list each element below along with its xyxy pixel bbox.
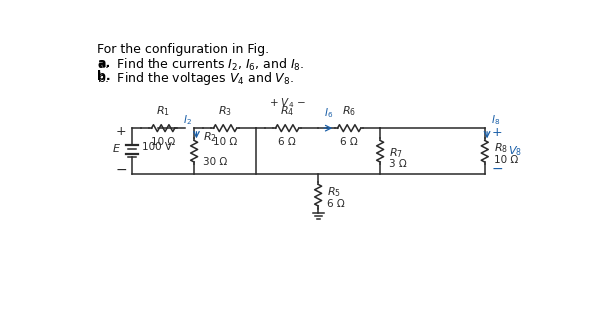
Text: +: + <box>116 125 127 138</box>
Text: −: − <box>491 162 503 176</box>
Text: 10 Ω: 10 Ω <box>213 137 237 148</box>
Text: $R_6$: $R_6$ <box>342 104 356 118</box>
Text: $R_2$: $R_2$ <box>204 130 217 144</box>
Text: −: − <box>115 163 127 177</box>
Text: 10 Ω: 10 Ω <box>494 155 519 165</box>
Text: a.: a. <box>97 56 111 70</box>
Text: b.: b. <box>97 70 111 82</box>
Text: $I_2$: $I_2$ <box>183 114 192 127</box>
Text: 30 Ω: 30 Ω <box>204 157 228 167</box>
Text: $I_6$: $I_6$ <box>324 106 333 120</box>
Text: $R_5$: $R_5$ <box>327 185 342 199</box>
Text: b.  Find the voltages $V_4$ and $V_8$.: b. Find the voltages $V_4$ and $V_8$. <box>97 70 294 87</box>
Text: $R_8$: $R_8$ <box>494 141 508 155</box>
Text: $E$: $E$ <box>112 142 121 154</box>
Text: For the configuration in Fig.: For the configuration in Fig. <box>97 44 269 56</box>
Text: 6 Ω: 6 Ω <box>327 199 345 209</box>
Text: 3 Ω: 3 Ω <box>390 159 407 169</box>
Text: 10 Ω: 10 Ω <box>151 137 175 148</box>
Text: +: + <box>492 126 503 139</box>
Text: $R_7$: $R_7$ <box>390 146 403 160</box>
Text: 6 Ω: 6 Ω <box>340 137 358 148</box>
Text: + $V_4$ −: + $V_4$ − <box>269 96 305 110</box>
Text: $V_8$: $V_8$ <box>508 144 522 158</box>
Text: $R_3$: $R_3$ <box>218 104 232 118</box>
Text: $R_1$: $R_1$ <box>156 104 170 118</box>
Text: 100 V: 100 V <box>142 142 172 151</box>
Text: $R_4$: $R_4$ <box>280 104 294 118</box>
Text: a.  Find the currents $I_2$, $I_6$, and $I_8$.: a. Find the currents $I_2$, $I_6$, and $… <box>97 56 305 73</box>
Text: 6 Ω: 6 Ω <box>278 137 296 148</box>
Text: $I_8$: $I_8$ <box>491 114 500 127</box>
